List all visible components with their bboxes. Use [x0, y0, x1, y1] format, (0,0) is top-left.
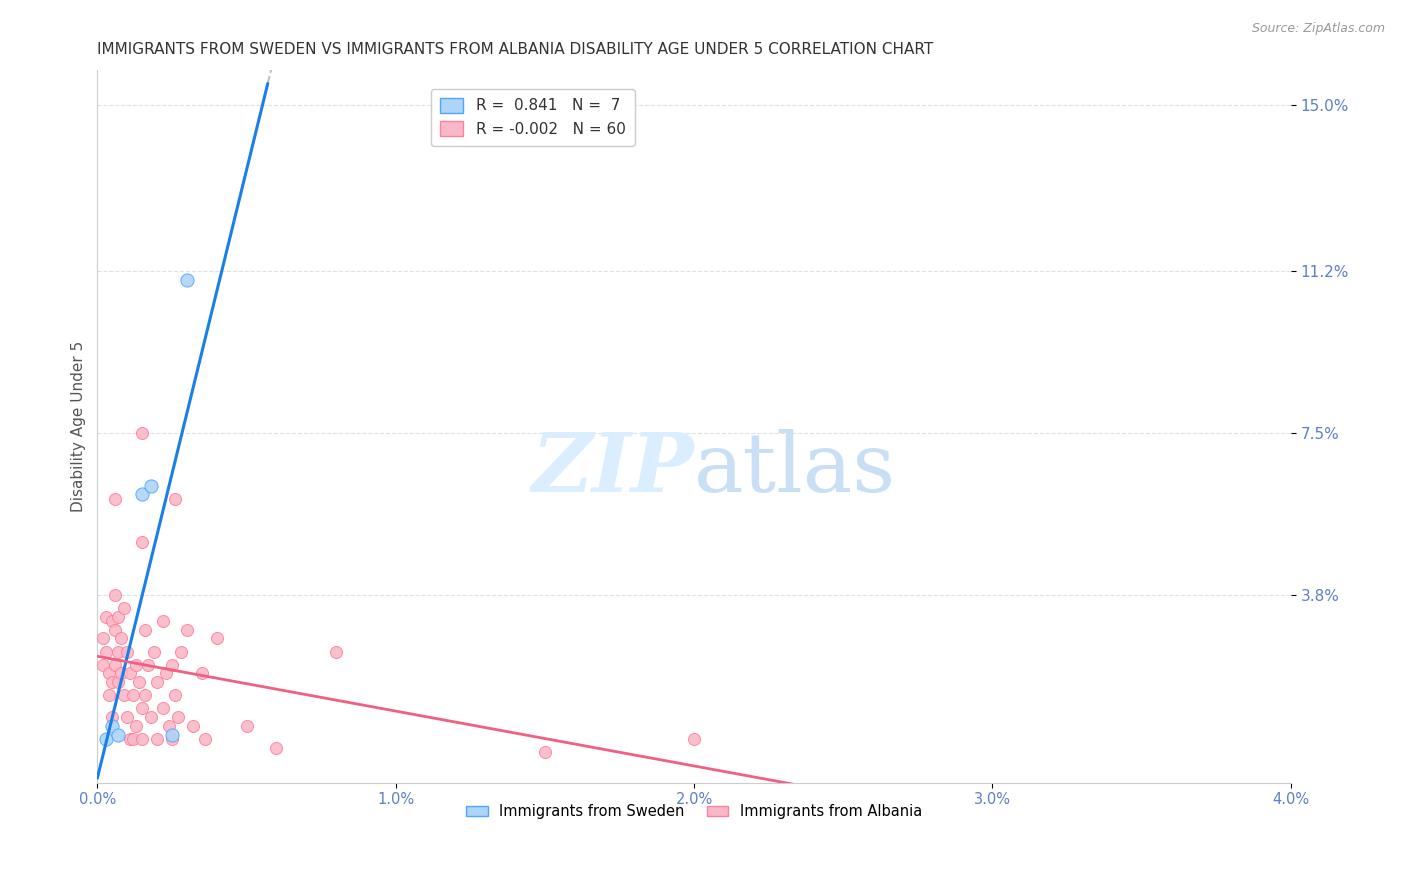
Point — [98, 666, 121, 681]
Point — [155, 666, 177, 681]
Point — [325, 644, 347, 658]
Point — [170, 644, 193, 658]
Point — [160, 657, 183, 672]
Point — [139, 478, 162, 492]
Point — [167, 710, 190, 724]
Point — [139, 710, 162, 724]
Point — [235, 719, 257, 733]
Point — [104, 588, 127, 602]
Point — [110, 666, 132, 681]
Point — [96, 609, 118, 624]
Point — [104, 623, 127, 637]
Point — [96, 644, 118, 658]
Text: atlas: atlas — [695, 429, 896, 509]
Point — [136, 657, 159, 672]
Point — [112, 601, 135, 615]
Point — [176, 273, 198, 287]
Point — [107, 728, 129, 742]
Point — [191, 666, 214, 681]
Point — [131, 487, 153, 501]
Point — [120, 731, 142, 746]
Point — [131, 701, 153, 715]
Point — [115, 710, 138, 724]
Point — [143, 644, 166, 658]
Point — [534, 745, 557, 759]
Point — [131, 535, 153, 549]
Point — [101, 614, 124, 628]
Point — [104, 491, 127, 506]
Point — [120, 666, 142, 681]
Y-axis label: Disability Age Under 5: Disability Age Under 5 — [72, 341, 86, 512]
Point — [101, 719, 124, 733]
Point — [125, 719, 148, 733]
Point — [131, 731, 153, 746]
Point — [266, 740, 288, 755]
Point — [107, 609, 129, 624]
Point — [115, 644, 138, 658]
Point — [110, 632, 132, 646]
Point — [122, 731, 145, 746]
Point — [125, 657, 148, 672]
Point — [96, 731, 118, 746]
Point — [163, 688, 186, 702]
Point — [91, 632, 114, 646]
Text: ZIP: ZIP — [531, 429, 695, 509]
Point — [146, 731, 169, 746]
Point — [683, 731, 706, 746]
Point — [104, 657, 127, 672]
Point — [101, 675, 124, 690]
Point — [101, 710, 124, 724]
Point — [98, 688, 121, 702]
Point — [176, 623, 198, 637]
Point — [194, 731, 217, 746]
Point — [128, 675, 150, 690]
Point — [205, 632, 228, 646]
Point — [152, 614, 174, 628]
Point — [134, 623, 156, 637]
Point — [160, 728, 183, 742]
Point — [157, 719, 180, 733]
Point — [107, 675, 129, 690]
Point — [134, 688, 156, 702]
Point — [163, 491, 186, 506]
Point — [91, 657, 114, 672]
Point — [122, 688, 145, 702]
Point — [131, 426, 153, 441]
Point — [152, 701, 174, 715]
Text: IMMIGRANTS FROM SWEDEN VS IMMIGRANTS FROM ALBANIA DISABILITY AGE UNDER 5 CORRELA: IMMIGRANTS FROM SWEDEN VS IMMIGRANTS FRO… — [97, 42, 934, 57]
Point — [181, 719, 204, 733]
Point — [160, 731, 183, 746]
Point — [146, 675, 169, 690]
Point — [112, 688, 135, 702]
Text: Source: ZipAtlas.com: Source: ZipAtlas.com — [1251, 22, 1385, 36]
Point — [107, 644, 129, 658]
Legend: Immigrants from Sweden, Immigrants from Albania: Immigrants from Sweden, Immigrants from … — [460, 798, 928, 825]
